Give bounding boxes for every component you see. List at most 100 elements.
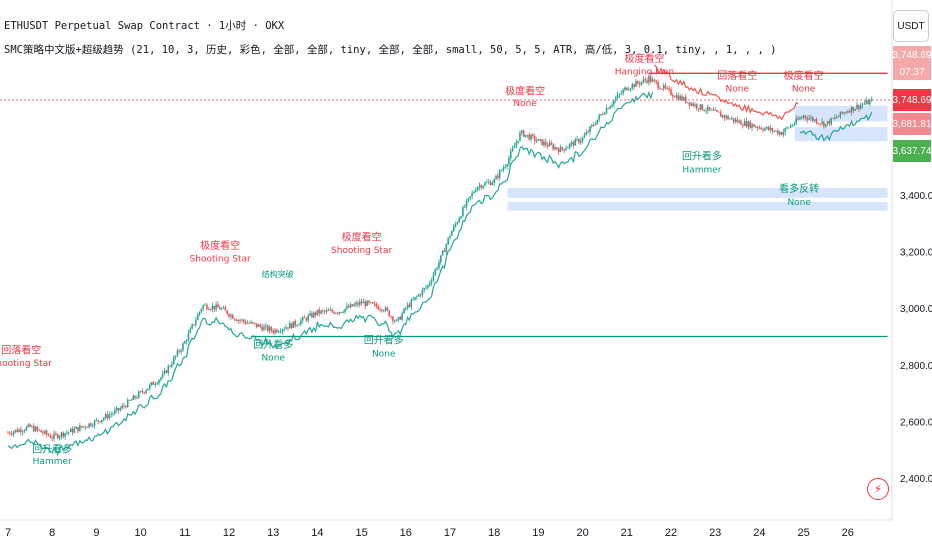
currency-button[interactable]: USDT <box>893 10 929 42</box>
y-tick-label: 3,000.00 <box>900 304 932 315</box>
x-tick-label: 25 <box>797 527 809 539</box>
candle-body <box>810 117 812 119</box>
candle-body <box>800 117 803 119</box>
candle-body <box>578 139 580 143</box>
candle-body <box>23 430 26 432</box>
candle-body <box>688 102 691 106</box>
candle-body <box>351 304 354 307</box>
countdown-label: 07:37 <box>893 64 931 80</box>
candle-body <box>257 324 260 327</box>
candle-body <box>775 130 777 132</box>
x-tick-label: 14 <box>311 527 323 539</box>
price-label-top: 3,748.69 <box>893 46 931 64</box>
signal-label: None <box>792 85 816 95</box>
candle-body <box>281 329 284 332</box>
signal-label: 极度看空 <box>342 230 382 243</box>
candle-body <box>861 104 864 106</box>
candle-body <box>287 327 289 329</box>
candle-body <box>292 321 295 328</box>
candle-body <box>482 185 484 189</box>
candle-body <box>49 435 52 438</box>
signal-label: 回升看多 <box>364 334 404 347</box>
x-tick-label: 15 <box>355 527 367 539</box>
y-tick-label: 2,400.00 <box>900 474 932 485</box>
candle-body <box>193 324 195 326</box>
candle-body <box>517 140 519 143</box>
candle-body <box>795 118 798 124</box>
signal-label: 极度看空 <box>200 239 240 252</box>
candle-body <box>386 307 389 311</box>
candle-body <box>32 426 35 432</box>
candle-body <box>101 419 103 423</box>
candle-body <box>745 121 748 127</box>
candle-body <box>158 379 160 384</box>
candle-body <box>441 250 444 256</box>
candle-body <box>602 114 604 116</box>
candle-body <box>509 151 512 159</box>
candle-body <box>508 158 510 165</box>
candle-body <box>368 300 370 303</box>
candle-body <box>773 130 775 132</box>
candle-body <box>808 118 810 120</box>
candle-body <box>799 117 801 120</box>
candle-body <box>600 114 602 116</box>
candle-body <box>858 104 860 109</box>
candle-body <box>730 118 733 120</box>
candle-body <box>432 274 435 281</box>
candle-body <box>835 117 838 118</box>
candle-body <box>381 309 383 311</box>
candle-body <box>845 112 847 114</box>
candle-body <box>66 432 68 434</box>
time-axis[interactable]: 7 8 9 10 11 12 13 14 15 16 17 18 19 20 21 22 23 24 25 26 <box>5 527 854 539</box>
candle-body <box>484 182 486 186</box>
candle-body <box>443 250 446 252</box>
trend-line <box>654 64 799 121</box>
candle-body <box>863 103 866 105</box>
candle-body <box>160 377 162 380</box>
x-tick-label: 10 <box>134 527 146 539</box>
candle-body <box>242 319 245 322</box>
candle-body <box>598 115 600 120</box>
candle-body <box>491 182 494 185</box>
candle-body <box>237 320 240 321</box>
candle-body <box>42 432 44 434</box>
candle-body <box>754 126 757 128</box>
price-axis[interactable]: 2,400.00 2,600.00 2,800.00 3,000.00 3,200.00… <box>900 191 932 485</box>
candle-body <box>152 382 155 385</box>
flash-icon[interactable]: ⚡ <box>867 478 889 500</box>
candle-body <box>69 428 72 432</box>
x-tick-label: 23 <box>709 527 721 539</box>
trend-line <box>7 90 654 456</box>
candle-body <box>406 304 409 309</box>
candle-body <box>791 125 794 126</box>
candle-body <box>128 399 131 401</box>
candle-body <box>847 111 849 113</box>
candle-body <box>75 427 77 429</box>
x-tick-label: 26 <box>842 527 854 539</box>
candle-body <box>235 319 238 321</box>
candle-body <box>498 170 501 178</box>
candle-body <box>716 110 718 112</box>
candle-body <box>561 147 564 149</box>
candle-body <box>832 118 834 119</box>
candle-body <box>813 119 816 121</box>
candle-body <box>554 147 556 150</box>
candle-body <box>417 294 420 297</box>
indicator-legend[interactable]: SMC策略中文版+超级趋势 (21, 10, 3, 历史, 彩色, 全部, 全部… <box>4 44 777 56</box>
candle-body <box>47 434 50 436</box>
candle-body <box>178 350 181 352</box>
candle-body <box>765 127 768 129</box>
candle-body <box>421 289 424 296</box>
candle-body <box>395 319 398 321</box>
candle-body <box>102 418 105 420</box>
candle-body <box>377 306 379 310</box>
candle-body <box>528 134 530 140</box>
candle-body <box>837 116 840 118</box>
candle-body <box>187 332 190 341</box>
candle-body <box>592 124 595 126</box>
candle-body <box>244 321 247 324</box>
candle-body <box>449 235 451 238</box>
candle-body <box>734 119 737 122</box>
candle-body <box>769 127 772 130</box>
